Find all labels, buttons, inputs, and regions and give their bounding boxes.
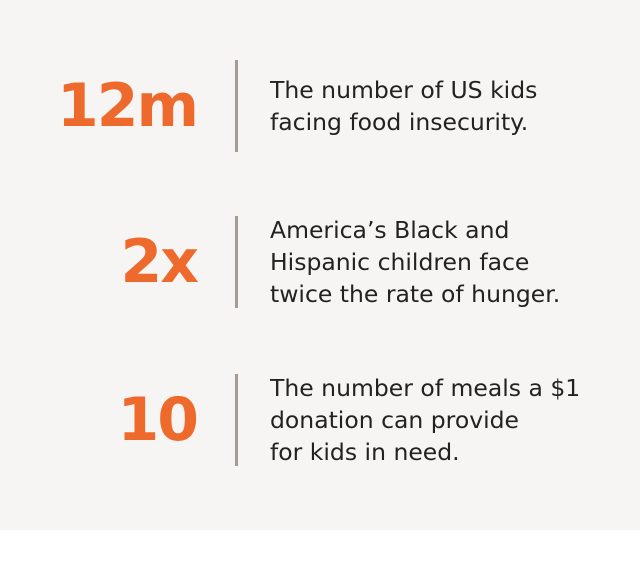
stat-description-line: The number of meals a $1 — [270, 374, 581, 402]
stat-value: 2x — [120, 227, 199, 297]
stat-description-line: twice the rate of hunger. — [270, 280, 561, 308]
stat-description: America’s Black and Hispanic children fa… — [270, 214, 600, 310]
stat-description-line: Hispanic children face — [270, 248, 530, 276]
stat-row-meals-per-dollar: 10 The number of meals a $1 donation can… — [0, 374, 640, 466]
stat-description-line: for kids in need. — [270, 438, 460, 466]
stat-divider — [235, 60, 238, 152]
stat-description: The number of US kids facing food insecu… — [270, 74, 600, 138]
stat-row-hunger-rate: 2x America’s Black and Hispanic children… — [0, 216, 640, 308]
stat-description-line: The number of US kids — [270, 76, 538, 104]
stats-panel: 12m The number of US kids facing food in… — [0, 0, 640, 530]
stat-divider — [235, 374, 238, 466]
stat-description: The number of meals a $1 donation can pr… — [270, 372, 600, 468]
stat-description-line: America’s Black and — [270, 216, 510, 244]
stat-description-line: donation can provide — [270, 406, 520, 434]
stat-divider — [235, 216, 238, 308]
stat-value: 12m — [56, 71, 199, 141]
stat-row-kids-food-insecurity: 12m The number of US kids facing food in… — [0, 60, 640, 152]
stat-description-line: facing food insecurity. — [270, 108, 529, 136]
stat-value: 10 — [117, 385, 199, 455]
